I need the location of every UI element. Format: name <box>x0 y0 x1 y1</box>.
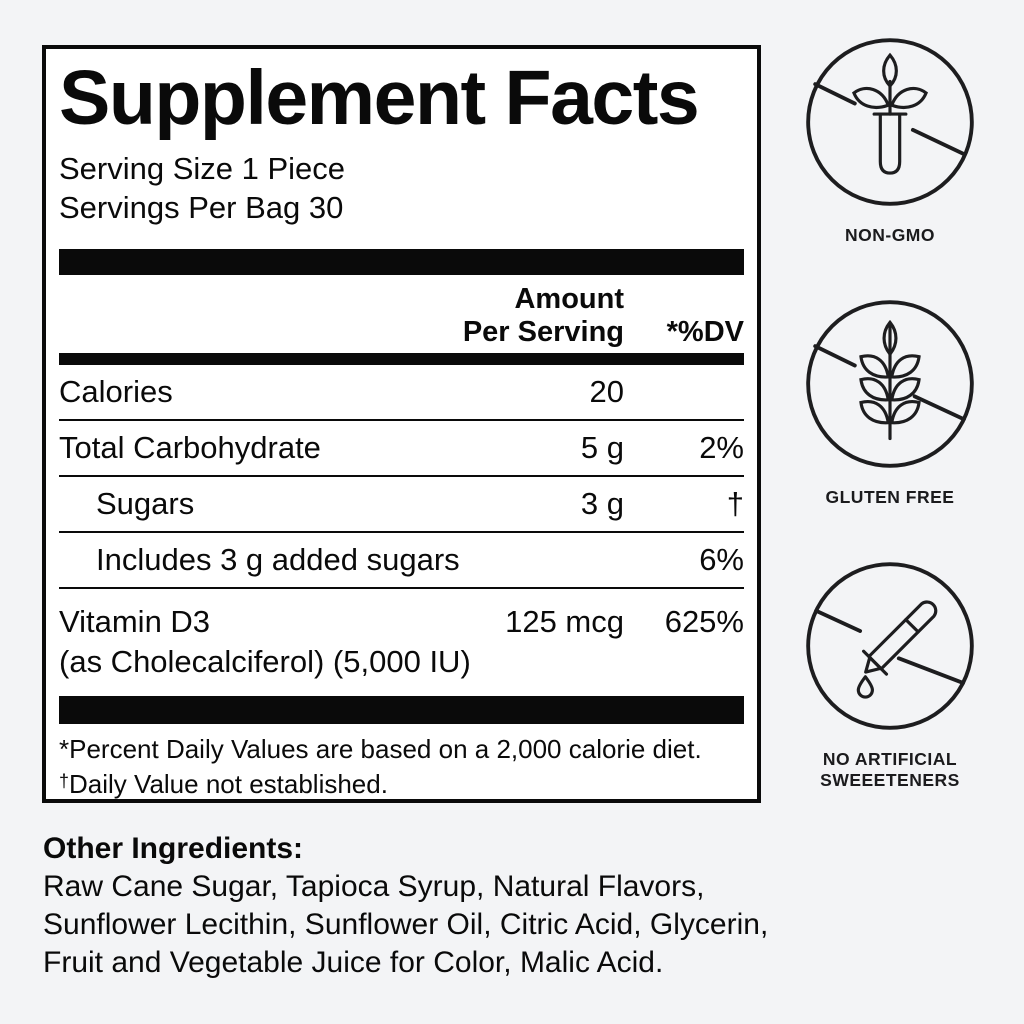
nutrient-row-vitamin-d3: Vitamin D3 125 mcg 625% (as Cholecalcife… <box>59 589 744 696</box>
thin-divider-header <box>59 353 744 365</box>
thick-divider-top <box>59 249 744 275</box>
nutrient-row-total-carbohydrate: Total Carbohydrate 5 g 2% <box>59 421 744 477</box>
nutrient-row-added-sugars: Includes 3 g added sugars 6% <box>59 533 744 589</box>
footnote-dagger-text: Daily Value not established. <box>69 769 388 799</box>
amount-value: 3 g <box>580 486 624 521</box>
other-ingredients-line: Fruit and Vegetable Juice for Color, Mal… <box>43 946 664 979</box>
thick-divider-bottom <box>59 696 744 724</box>
nutrient-row-sugars: Sugars 3 g † <box>59 477 744 533</box>
badge-gluten-free: GLUTEN FREE <box>802 296 978 508</box>
dv-value: † <box>726 486 744 521</box>
table-header-row: Amount Per Serving *%DV <box>59 275 744 353</box>
badge-non-gmo: NON-GMO <box>802 34 978 246</box>
dagger-symbol: † <box>59 771 70 791</box>
non-gmo-icon <box>806 38 974 206</box>
nutrient-row-calories: Calories 20 <box>59 365 744 421</box>
claim-badges-column: NON-GMO GLUTEN FREE NO AR <box>796 34 984 841</box>
other-ingredients-heading: Other Ingredients: <box>43 832 304 865</box>
supplement-facts-title: Supplement Facts <box>59 55 700 141</box>
badge-no-artificial-sweeteners: NO ARTIFICIAL SWEEETENERS <box>802 558 978 791</box>
supplement-facts-panel: Supplement Facts Serving Size 1 Piece Se… <box>42 45 761 803</box>
nutrient-label: Sugars <box>96 486 195 521</box>
no-artificial-sweeteners-icon <box>806 562 974 730</box>
servings-per-bag-text: Servings Per Bag 30 <box>59 190 344 225</box>
nutrient-label: Vitamin D3 <box>59 604 211 639</box>
gluten-free-icon <box>806 300 974 468</box>
amount-value: 20 <box>589 374 624 409</box>
other-ingredients-section: Other Ingredients: Raw Cane Sugar, Tapio… <box>43 830 768 982</box>
dv-value: 6% <box>699 542 744 577</box>
footnotes: *Percent Daily Values are based on a 2,0… <box>59 724 744 800</box>
badge-label-non-gmo: NON-GMO <box>844 225 936 245</box>
amount-header-line1: Amount <box>514 283 624 315</box>
dv-value: 2% <box>699 430 744 465</box>
vitamin-d3-sub-label: (as Cholecalciferol) (5,000 IU) <box>59 644 471 679</box>
dv-header: *%DV <box>666 316 744 348</box>
nutrient-label: Calories <box>59 374 173 409</box>
amount-per-serving-header: Amount Per Serving <box>463 283 624 349</box>
nutrient-label: Total Carbohydrate <box>59 430 321 465</box>
badge-label-no-artificial-sweeteners: NO ARTIFICIAL SWEEETENERS <box>820 749 960 790</box>
nutrient-label: Includes 3 g added sugars <box>96 542 460 577</box>
amount-value: 125 mcg <box>505 604 624 639</box>
vitamin-d3-line: Vitamin D3 125 mcg 625% <box>59 602 744 642</box>
badge-label-gluten-free: GLUTEN FREE <box>825 487 955 507</box>
footnote-daily-values: *Percent Daily Values are based on a 2,0… <box>59 734 702 764</box>
dv-value: 625% <box>664 604 744 639</box>
other-ingredients-line: Sunflower Lecithin, Sunflower Oil, Citri… <box>43 908 769 941</box>
footnote-dagger-note: †Daily Value not established. <box>59 765 744 800</box>
amount-header-line2: Per Serving <box>462 316 624 348</box>
other-ingredients-line: Raw Cane Sugar, Tapioca Syrup, Natural F… <box>43 870 705 903</box>
amount-value: 5 g <box>580 430 624 465</box>
serving-size-text: Serving Size 1 Piece <box>59 151 346 186</box>
